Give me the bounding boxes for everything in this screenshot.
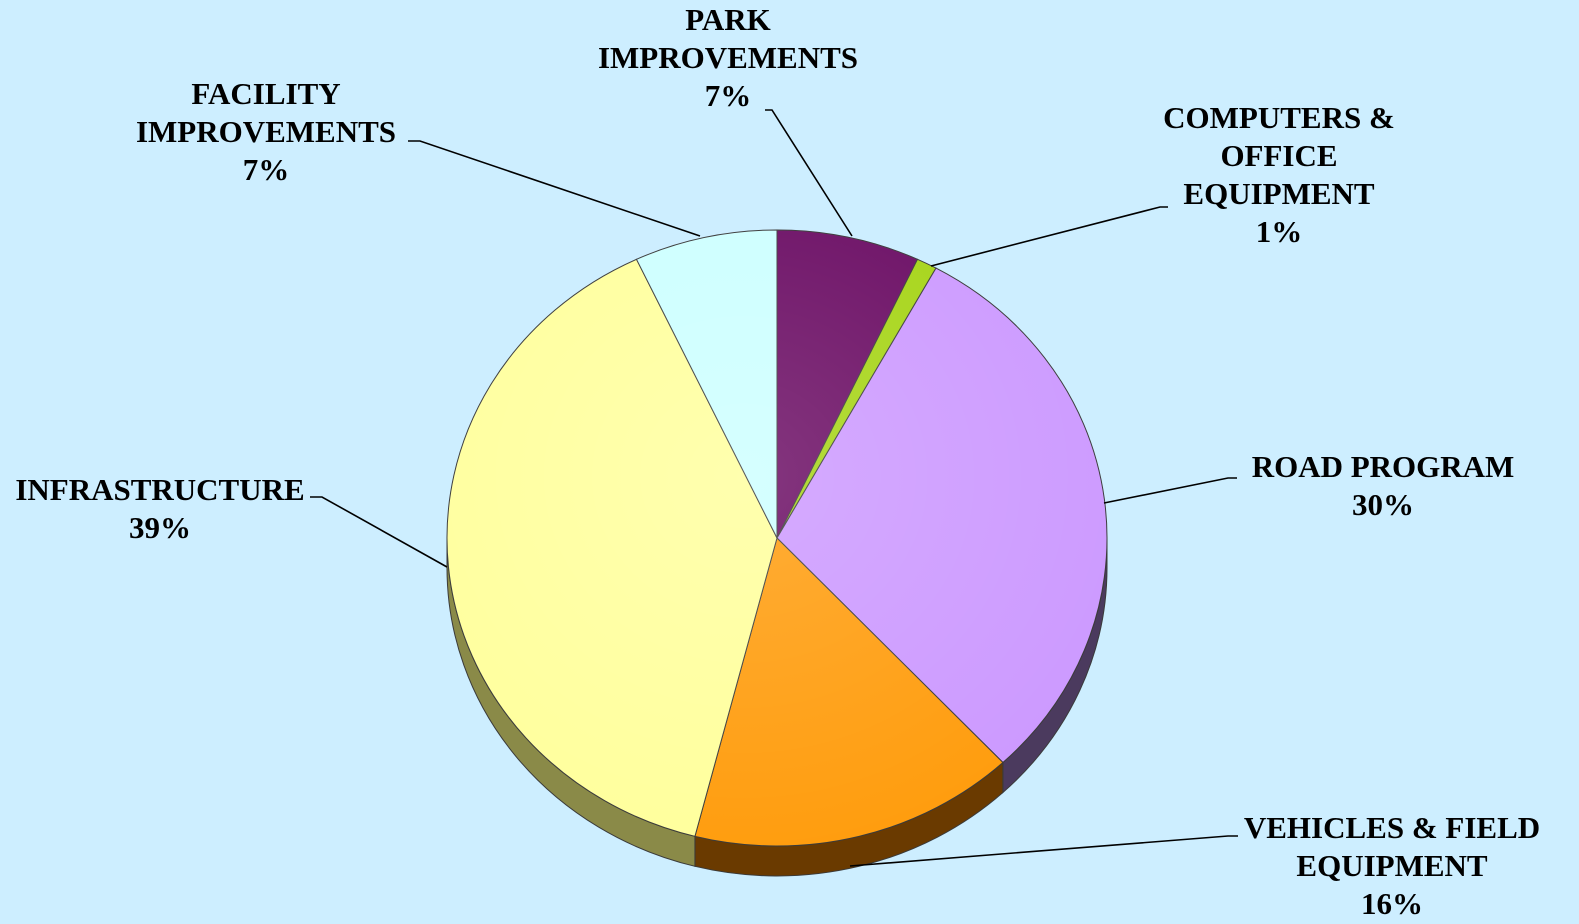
- leader-line-1: [930, 206, 1168, 267]
- leader-line-5: [408, 140, 701, 237]
- slice-label-line-3: EQUIPMENT: [1296, 848, 1488, 883]
- leader-line-2: [1103, 477, 1237, 504]
- slice-label-line-0: PARK: [685, 2, 771, 37]
- slice-label-line-2: ROAD PROGRAM: [1252, 449, 1515, 484]
- leader-line-0: [765, 109, 853, 237]
- pie-highlight: [447, 230, 1107, 846]
- slice-percent-5: 7%: [243, 152, 290, 187]
- slice-percent-0: 7%: [705, 78, 752, 113]
- slice-label-line-0: IMPROVEMENTS: [598, 40, 858, 75]
- slice-label-line-1: OFFICE: [1220, 138, 1337, 173]
- slice-percent-4: 39%: [129, 510, 191, 545]
- slice-label-2: ROAD PROGRAM 30%: [1252, 449, 1515, 522]
- slice-label-3: VEHICLES & FIELD EQUIPMENT 16%: [1244, 810, 1540, 921]
- slice-label-line-3: VEHICLES & FIELD: [1244, 810, 1540, 845]
- slice-label-0: PARK IMPROVEMENTS 7%: [598, 2, 858, 113]
- slice-label-line-5: FACILITY: [191, 76, 340, 111]
- slice-label-line-1: COMPUTERS &: [1163, 100, 1395, 135]
- leader-line-4: [310, 496, 448, 568]
- slice-label-1: COMPUTERS & OFFICE EQUIPMENT 1%: [1163, 100, 1395, 249]
- slice-label-4: INFRASTRUCTURE 39%: [15, 472, 304, 545]
- pie-slices: [446, 229, 1108, 847]
- slice-percent-1: 1%: [1256, 214, 1303, 249]
- slice-percent-3: 16%: [1361, 886, 1423, 921]
- slice-labels: PARK IMPROVEMENTS 7%COMPUTERS & OFFICE EQUIP…: [15, 2, 1540, 921]
- slice-label-line-4: INFRASTRUCTURE: [15, 472, 304, 507]
- slice-label-5: FACILITY IMPROVEMENTS 7%: [136, 76, 396, 187]
- slice-percent-2: 30%: [1352, 487, 1414, 522]
- slice-label-line-1: EQUIPMENT: [1183, 176, 1375, 211]
- slice-label-line-5: IMPROVEMENTS: [136, 114, 396, 149]
- leader-line-3: [849, 835, 1238, 867]
- leader-lines: [310, 109, 1238, 867]
